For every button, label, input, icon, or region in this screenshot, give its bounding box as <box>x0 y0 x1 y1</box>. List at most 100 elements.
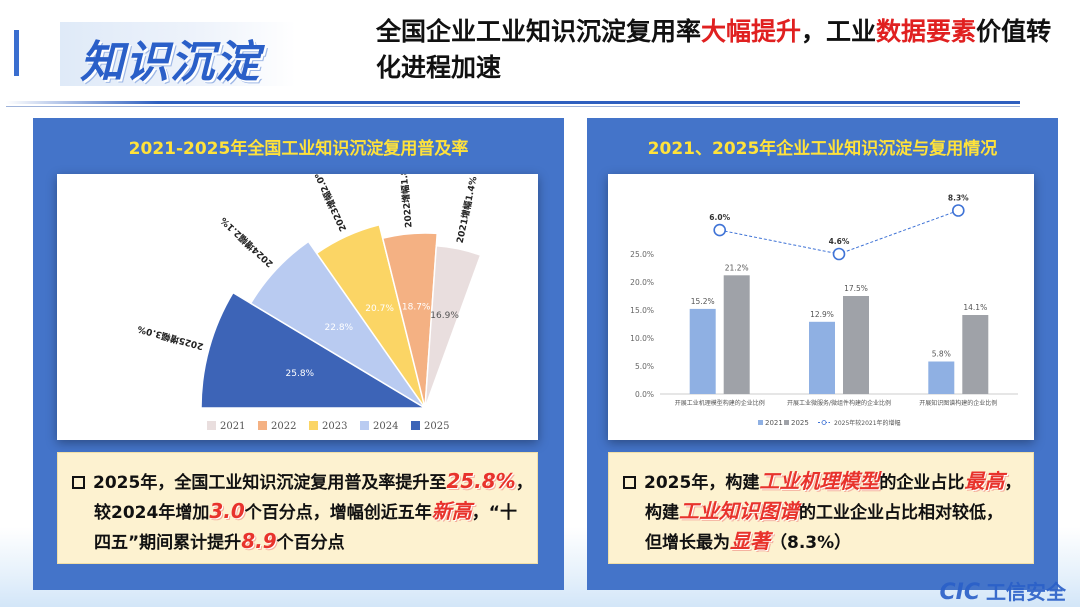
headline-part-2: ，工业 <box>801 17 877 46</box>
emphasis-text: 25.8% <box>446 469 516 493</box>
note-text: 的工业企业占比相对较低， <box>799 503 1003 523</box>
y-tick-label: 25.0% <box>630 250 654 259</box>
right-summary-note: 2025年，构建工业机理模型的企业占比最高， 构建工业知识图谱的工业企业占比相对较… <box>608 452 1034 564</box>
headline-part-4: 价值转化进程加速 <box>376 17 1052 82</box>
legend-label-2021: 2021 <box>765 419 783 427</box>
legend-swatch-2023 <box>309 421 318 430</box>
bar-value-label: 14.1% <box>963 303 987 312</box>
fan-slice-2023 <box>315 223 426 409</box>
note-text: （8.3%） <box>770 533 852 553</box>
fan-slice-2022 <box>381 232 439 409</box>
fan-growth-label-2024: 2024增幅2.1% <box>218 215 276 270</box>
fan-growth-label-2023: 2023增幅2.0% <box>310 174 349 233</box>
bar-line-chart: 0.0% 5.0% 10.0% 15.0% 20.0% 25.0% 15.2% 21.2% 开展… <box>630 194 1018 427</box>
note-text: 较2024年增加 <box>94 503 210 523</box>
bar-value-label: 5.8% <box>932 350 951 359</box>
left-panel-title: 2021-2025年全国工业知识沉淀复用普及率 <box>128 139 469 159</box>
growth-value-label: 6.0% <box>709 213 730 222</box>
fan-chart: 25.8% 2025增幅3.0% 22.8% 2024增幅2.1% 20.7% 2023增… <box>136 174 482 432</box>
topic-backdrop <box>60 22 296 86</box>
fan-value-label-2025: 25.8% <box>286 369 315 379</box>
legend-swatch-2024 <box>360 421 369 430</box>
legend-label-2023: 2023 <box>322 421 347 432</box>
emphasis-text: 新高 <box>431 499 472 523</box>
note-text: 2025年，全国工业知识沉淀复用普及率提升至 <box>93 473 447 493</box>
fan-chart-card: 25.8% 2025增幅3.0% 22.8% 2024增幅2.1% 20.7% 2023增… <box>57 174 538 440</box>
legend-swatch-2025 <box>411 421 420 430</box>
legend-label-2024: 2024 <box>373 421 398 432</box>
note-text: ， <box>1004 473 1022 493</box>
fan-slice-2021 <box>424 244 482 409</box>
note-text: ， <box>515 473 533 493</box>
growth-point-0 <box>713 223 726 237</box>
note-text: ，“十 <box>471 503 517 523</box>
accent-bar <box>14 30 19 76</box>
emphasis-text: 工业知识图谱 <box>679 499 799 523</box>
note-text: 个百分点，增幅创近五年 <box>244 503 432 523</box>
category-label-0: 开展工业机理模型构建的企业比例 <box>675 399 765 407</box>
y-tick-label: 10.0% <box>630 334 654 343</box>
bar-value-label: 15.2% <box>691 297 715 306</box>
emphasis-text: 工业机理模型 <box>759 469 880 493</box>
fan-value-label-2022: 18.7% <box>402 302 431 312</box>
note-text: 个百分点 <box>276 533 345 553</box>
category-label-2: 开展知识图谱构建的企业比例 <box>919 399 997 407</box>
fan-value-label-2024: 22.8% <box>325 323 354 333</box>
legend-label-2025: 2025 <box>424 421 449 432</box>
legend-swatch-2021 <box>758 420 763 425</box>
right-note-line-1: 构建工业知识图谱的工业企业占比相对较低， <box>623 497 1023 527</box>
growth-point-1 <box>832 247 846 261</box>
note-text: 的企业占比 <box>879 473 965 493</box>
y-tick-label: 20.0% <box>630 278 654 287</box>
bar-value-label: 17.5% <box>844 284 868 293</box>
y-tick-label: 0.0% <box>635 390 654 399</box>
fan-value-label-2021: 16.9% <box>430 311 459 321</box>
left-note-line-2: 四五”期间累计提升8.9个百分点 <box>72 527 527 557</box>
category-label-1: 开展工业微服务/微组件构建的企业比例 <box>787 399 891 407</box>
bar-2021-2 <box>928 361 955 394</box>
y-tick-label: 15.0% <box>630 306 654 315</box>
legend-swatch-2021 <box>207 421 216 430</box>
slide-headline: 全国企业工业知识沉淀复用率大幅提升，工业数据要素价值转化进程加速 <box>376 14 1056 86</box>
emphasis-text: 8.9 <box>241 529 277 553</box>
note-text: 但增长最为 <box>645 533 730 553</box>
legend-label-2025: 2025 <box>791 419 809 427</box>
right-panel-title: 2021、2025年企业工业知识沉淀与复用情况 <box>647 139 998 159</box>
brand-mark: CIC <box>939 580 980 605</box>
legend-label-2021: 2021 <box>220 421 245 432</box>
headline-part-0: 全国企业工业知识沉淀复用率 <box>376 17 702 46</box>
emphasis-text: 显著 <box>730 529 770 553</box>
bar-value-label: 21.2% <box>725 263 749 272</box>
headline-part-3: 数据要素 <box>876 17 977 46</box>
fan-growth-label-2022: 2022增幅1.8% <box>397 174 415 228</box>
legend-label-growth: 2025年较2021年的增幅 <box>834 419 901 427</box>
section-topic: 知识沉淀 <box>80 37 260 88</box>
fan-slice-2025 <box>200 291 428 409</box>
bar-chart-card: 0.0% 5.0% 10.0% 15.0% 20.0% 25.0% 15.2% 21.2% 开展… <box>608 174 1034 440</box>
left-note-line-0: 2025年，全国工业知识沉淀复用普及率提升至25.8%， <box>72 467 533 497</box>
legend-growth-marker <box>821 420 827 425</box>
note-text: 四五”期间累计提升 <box>94 533 242 553</box>
bar-2025-2 <box>962 315 989 394</box>
y-tick-label: 5.0% <box>635 362 654 371</box>
emphasis-text: 最高 <box>964 469 1005 493</box>
legend-swatch-2025 <box>784 420 789 425</box>
left-summary-note: 2025年，全国工业知识沉淀复用普及率提升至25.8%， 较2024年增加3.0个… <box>57 452 538 564</box>
brand-name: 工信安全 <box>986 580 1066 604</box>
fan-value-label-2023: 20.7% <box>365 304 394 314</box>
right-note-line-2: 但增长最为显著（8.3%） <box>623 527 1023 557</box>
right-panel: 2021、2025年企业工业知识沉淀与复用情况 0.0% 5.0% 10.0% 15.… <box>587 118 1058 590</box>
headline-part-1: 大幅提升 <box>701 17 802 46</box>
bar-2025-1 <box>843 296 869 394</box>
brand-logo: CIC 工信安全 <box>940 576 1066 605</box>
growth-point-2 <box>951 204 965 217</box>
legend-label-2022: 2022 <box>271 421 296 432</box>
header-divider-thin <box>6 106 1020 107</box>
bar-2021-1 <box>809 321 835 394</box>
checkbox-bullet-icon <box>72 476 85 489</box>
bar-2025-0 <box>723 275 750 394</box>
fan-growth-label-2021: 2021增幅1.4% <box>454 175 480 244</box>
growth-value-label: 8.3% <box>948 194 969 203</box>
legend-swatch-2022 <box>258 421 267 430</box>
left-note-line-1: 较2024年增加3.0个百分点，增幅创近五年新高，“十 <box>72 497 527 527</box>
